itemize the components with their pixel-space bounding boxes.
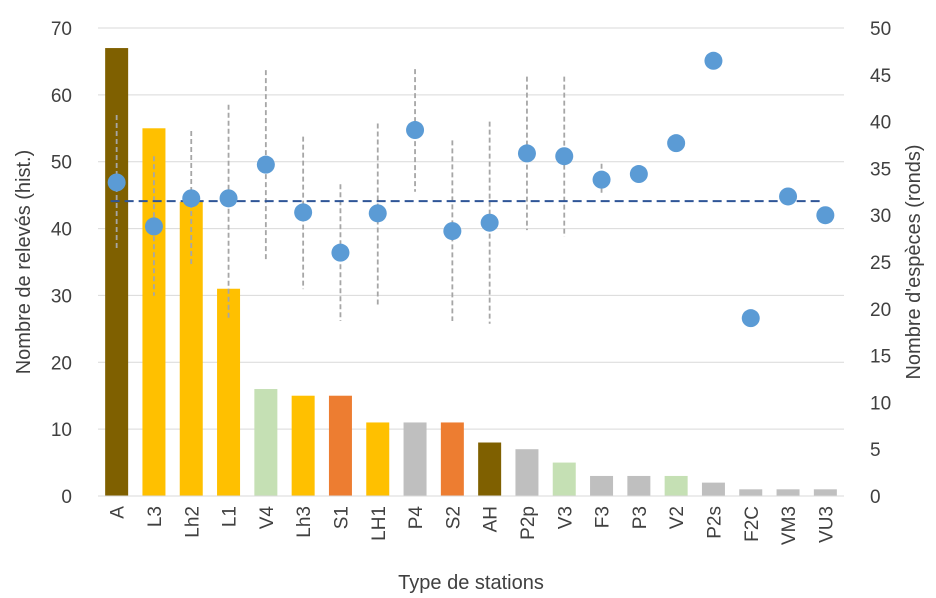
- x-tick-label: LH1: [369, 506, 390, 541]
- bar: [776, 489, 800, 496]
- species-point: [517, 144, 536, 163]
- gridlines: [98, 27, 844, 430]
- species-point: [256, 155, 275, 174]
- bar: [366, 422, 390, 496]
- species-point: [144, 217, 163, 236]
- bar: [179, 201, 203, 497]
- x-tick-label: V3: [555, 506, 576, 529]
- y-axis-title: Nombre de relevés (hist.): [13, 150, 35, 375]
- x-tick-label: AH: [481, 506, 502, 532]
- x-tick-label: S1: [331, 506, 352, 529]
- species-point: [182, 189, 201, 208]
- x-tick-label: P3: [630, 506, 651, 529]
- species-point: [107, 173, 126, 192]
- x-tick-label: Lh2: [182, 506, 203, 538]
- y2-tick-label: 0: [870, 487, 881, 508]
- bar: [627, 475, 651, 496]
- x-tick-label: L1: [220, 506, 241, 527]
- species-points: [107, 51, 835, 328]
- x-tick-label: VM3: [779, 506, 800, 545]
- y2-tick-label: 10: [870, 393, 891, 414]
- x-tick-label: VU3: [816, 506, 837, 543]
- y-tick-label: 10: [51, 420, 72, 441]
- bar: [291, 395, 315, 496]
- y-tick-label: 30: [51, 286, 72, 307]
- x-tick-label: P2p: [518, 506, 539, 540]
- species-point: [667, 134, 686, 153]
- x-tick-label: S2: [443, 506, 464, 529]
- y-tick-label: 20: [51, 353, 72, 374]
- x-tick-label: V2: [667, 506, 688, 529]
- y2-tick-label: 45: [870, 66, 891, 87]
- bar: [515, 449, 539, 496]
- x-axis-title: Type de stations: [398, 572, 544, 594]
- species-point: [219, 189, 238, 208]
- bar: [739, 489, 763, 496]
- bar: [701, 482, 725, 496]
- y2-tick-label: 15: [870, 347, 891, 368]
- species-point: [592, 170, 611, 189]
- right-axis-ticks: 0 5 10 15 20 25 30 35 40 45 50: [870, 19, 891, 508]
- bar-series: [105, 48, 837, 497]
- x-axis-ticks: A L3 Lh2 L1 V4 Lh3 S1 LH1 P4 S2 AH P2p V3 F3 P3 V2 P2s F2…: [108, 506, 838, 546]
- bar: [813, 489, 837, 496]
- y2-axis-title: Nombre d'espèces (ronds): [903, 144, 925, 379]
- species-point: [704, 51, 723, 70]
- y-tick-label: 50: [51, 153, 72, 174]
- left-axis-ticks: 0 10 20 30 40 50 60 70: [51, 19, 72, 508]
- bar: [328, 395, 352, 496]
- species-point: [816, 206, 835, 225]
- bar: [552, 462, 576, 496]
- species-point: [406, 121, 425, 140]
- y-tick-label: 60: [51, 86, 72, 107]
- species-point: [741, 309, 760, 328]
- x-tick-label: F2C: [742, 506, 763, 542]
- bar: [217, 288, 241, 496]
- y2-tick-label: 25: [870, 253, 891, 274]
- species-point: [294, 203, 313, 222]
- species-point: [443, 222, 462, 241]
- bar: [105, 48, 129, 497]
- species-point: [368, 204, 387, 223]
- bar: [478, 442, 502, 496]
- x-tick-label: P2s: [704, 506, 725, 539]
- bar: [664, 475, 688, 496]
- y2-tick-label: 40: [870, 113, 891, 134]
- species-point: [480, 213, 499, 232]
- species-point: [629, 165, 648, 184]
- species-point: [331, 243, 350, 262]
- x-tick-label: F3: [593, 506, 614, 528]
- x-tick-label: Lh3: [294, 506, 315, 538]
- bar: [254, 389, 278, 496]
- y-tick-label: 40: [51, 220, 72, 241]
- x-tick-label: A: [108, 506, 129, 519]
- x-tick-label: L3: [145, 506, 166, 527]
- x-tick-label: V4: [257, 506, 278, 530]
- y-tick-label: 0: [61, 487, 72, 508]
- y2-tick-label: 35: [870, 159, 891, 180]
- bar: [590, 475, 614, 496]
- y-tick-label: 70: [51, 19, 72, 40]
- y2-tick-label: 5: [870, 440, 881, 461]
- bar: [440, 422, 464, 496]
- species-point: [555, 147, 574, 166]
- y2-tick-label: 20: [870, 300, 891, 321]
- x-tick-label: P4: [406, 506, 427, 530]
- bar: [403, 422, 427, 496]
- y2-tick-label: 50: [870, 19, 891, 40]
- y2-tick-label: 30: [870, 206, 891, 227]
- species-point: [779, 187, 798, 206]
